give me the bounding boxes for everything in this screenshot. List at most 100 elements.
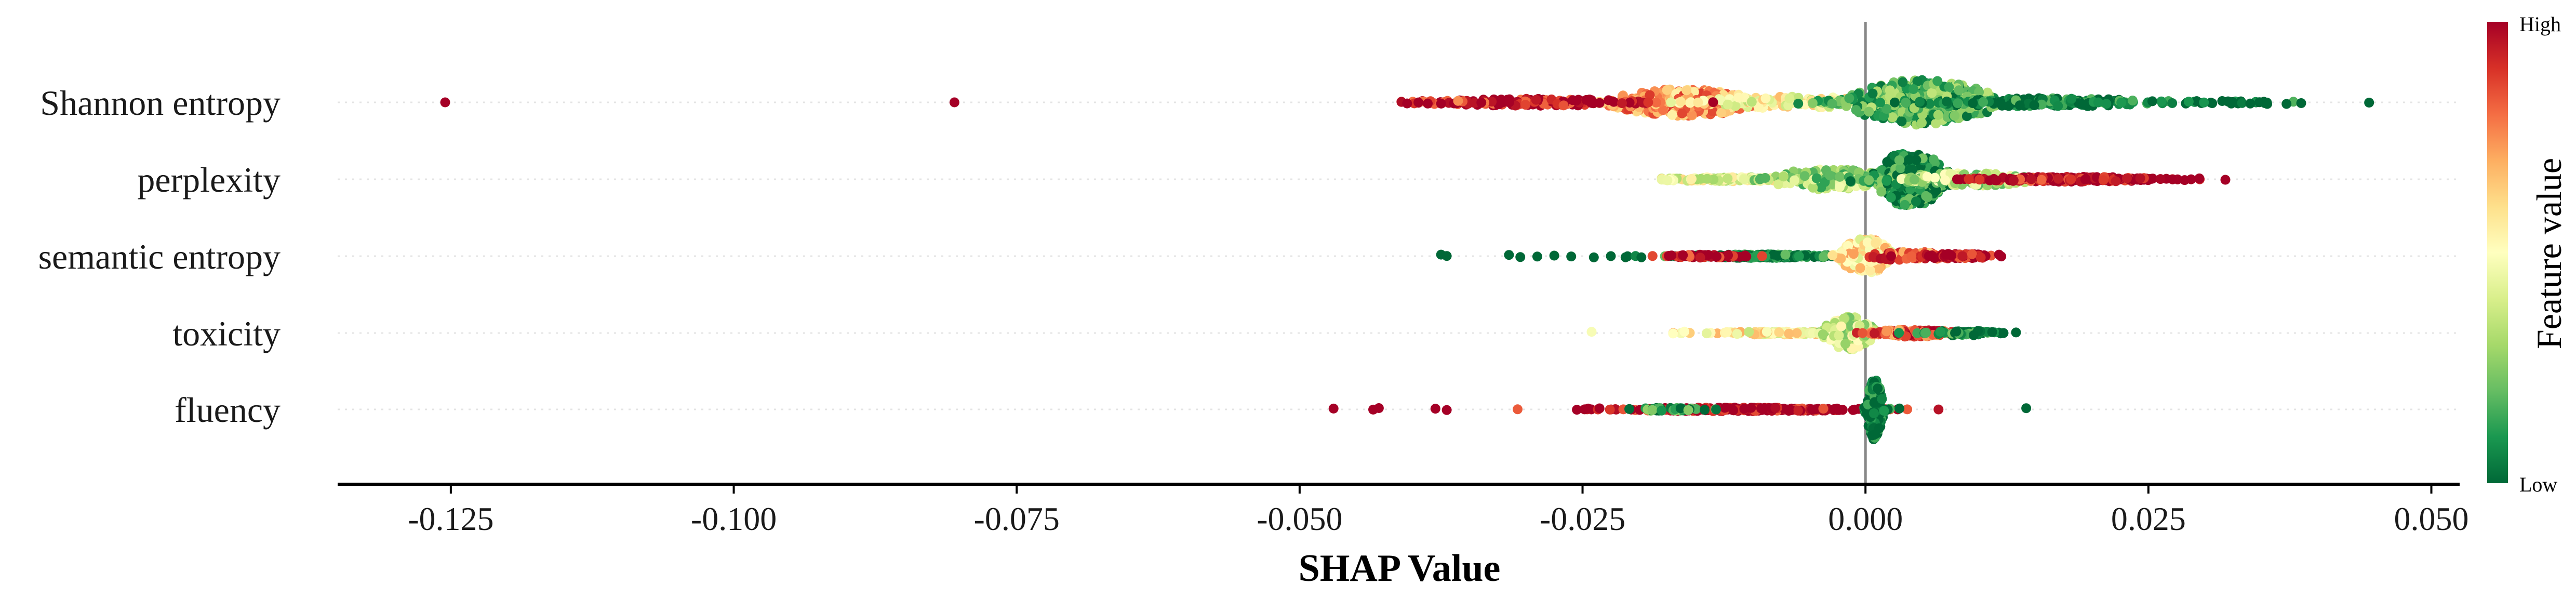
shap-point: [1667, 110, 1677, 120]
shap-point: [1941, 249, 1951, 260]
shap-point: [1513, 404, 1523, 415]
shap-point: [1520, 100, 1531, 110]
shap-point: [1558, 100, 1569, 111]
shap-point: [1716, 108, 1726, 118]
shap-point: [1870, 328, 1879, 339]
shap-point: [2262, 99, 2273, 109]
shap-point: [1840, 339, 1850, 349]
shap-point: [2155, 174, 2166, 184]
shap-point: [1935, 327, 1945, 337]
shap-point: [2098, 175, 2108, 185]
shap-point: [1907, 165, 1917, 175]
shap-point: [2296, 98, 2306, 108]
shap-point: [1647, 251, 1658, 261]
shap-point: [2135, 173, 2145, 183]
shap-point: [1442, 405, 1452, 415]
colorbar-gradient: [2487, 22, 2508, 483]
shap-point: [1931, 185, 1941, 196]
shap-point: [1915, 97, 1925, 107]
shap-point: [1836, 321, 1846, 331]
shap-point: [1773, 179, 1783, 190]
shap-point: [1957, 251, 1968, 261]
feature-points-shannon-entropy: [440, 75, 2374, 130]
feature-points-semantic-entropy: [1436, 234, 2007, 277]
shap-point: [2080, 174, 2090, 184]
shap-point: [2116, 97, 2127, 108]
shap-point: [1964, 174, 1974, 184]
shap-point: [1940, 175, 1950, 185]
feature-label: perplexity: [137, 160, 281, 200]
shap-point: [1998, 328, 2009, 338]
colorbar-high-label: High: [2519, 12, 2561, 36]
shap-point: [1662, 175, 1673, 185]
shap-point: [1955, 174, 1965, 184]
shap-point: [1906, 251, 1917, 261]
shap-point: [1730, 101, 1741, 111]
feature-grid-lines: [338, 101, 2460, 410]
shap-point: [1930, 172, 1940, 183]
feature-points-perplexity: [1657, 149, 2231, 210]
shap-point: [2364, 98, 2374, 108]
shap-point: [1583, 403, 1593, 414]
shap-point: [1746, 97, 1757, 107]
x-tick-label: 0.050: [2394, 500, 2469, 537]
shap-point: [1909, 175, 1919, 185]
shap-point: [1430, 404, 1440, 414]
shap-point: [1566, 251, 1577, 262]
shap-point: [2053, 101, 2063, 111]
shap-point: [1875, 98, 1886, 108]
shap-point: [2245, 98, 2255, 109]
shap-point: [1589, 252, 1599, 262]
shap-point: [2026, 174, 2036, 184]
shap-point: [1681, 85, 1691, 96]
shap-point: [1760, 93, 1771, 103]
x-tick-label: 0.025: [2111, 500, 2186, 537]
shap-point: [1969, 330, 1979, 340]
shap-point: [1928, 154, 1939, 165]
data-points: [440, 75, 2374, 444]
shap-point: [1504, 250, 1514, 260]
shap-point: [1677, 108, 1687, 118]
shap-point: [1897, 174, 1907, 184]
shap-point: [1780, 249, 1791, 260]
shap-point: [1834, 330, 1844, 341]
shap-point: [1373, 403, 1384, 413]
shap-point: [1793, 405, 1803, 416]
shap-point: [1836, 254, 1846, 263]
shap-point: [1882, 157, 1892, 167]
shap-point: [1683, 405, 1693, 415]
shap-point: [1746, 403, 1756, 413]
shap-point: [1711, 404, 1721, 415]
shap-point: [1723, 99, 1733, 110]
shap-point: [1921, 191, 1931, 201]
shap-point: [2036, 99, 2047, 110]
shap-point: [1901, 98, 1911, 108]
shap-point: [949, 97, 959, 108]
shap-point: [1881, 104, 1891, 114]
shap-point: [1820, 177, 1830, 187]
shap-point: [1848, 249, 1859, 259]
shap-point: [2237, 98, 2247, 108]
shap-point: [1504, 97, 1514, 108]
shap-point: [1994, 249, 2004, 260]
shap-point: [1594, 98, 1605, 108]
shap-point: [1719, 403, 1730, 413]
shap-point: [1549, 250, 1559, 261]
shap-point: [1413, 97, 1424, 108]
shap-point: [1476, 97, 1487, 108]
shap-point: [1848, 405, 1858, 415]
shap-point: [1423, 98, 1433, 109]
x-tick-label: -0.025: [1540, 500, 1625, 537]
shap-point: [1873, 383, 1883, 394]
shap-point: [1851, 105, 1861, 115]
shap-point: [1732, 329, 1742, 339]
shap-point: [440, 97, 450, 108]
shap-point: [1515, 252, 1526, 262]
shap-point: [2053, 174, 2063, 184]
shap-point: [1818, 252, 1828, 262]
shap-point: [1784, 93, 1795, 103]
shap-point: [2207, 98, 2218, 109]
shap-point: [1922, 171, 1932, 182]
shap-point: [2147, 96, 2157, 107]
